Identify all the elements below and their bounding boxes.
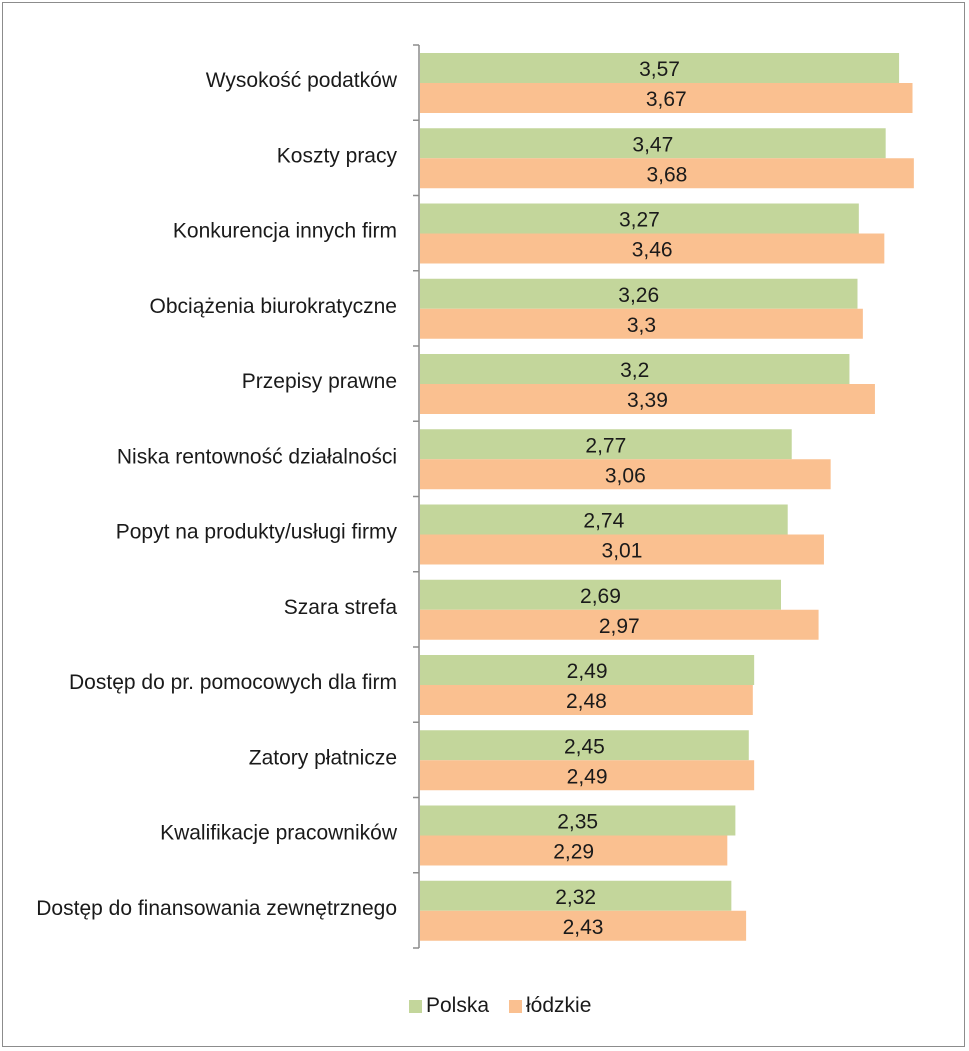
bar-polska (420, 354, 850, 384)
bar-polska (420, 278, 858, 309)
legend: Polska łódzkie (409, 994, 591, 1017)
data-label: 2,49 (567, 660, 608, 683)
data-label: 2,97 (599, 615, 640, 638)
bar-lodzkie (420, 158, 914, 189)
bar-lodzkie (420, 233, 885, 264)
data-label: 3,46 (632, 239, 673, 262)
category-label: Dostęp do pr. pomocowych dla firm (69, 671, 397, 694)
bar-polska (420, 53, 900, 83)
legend-swatch-polska (409, 1000, 422, 1013)
category-label: Konkurencja innych firm (173, 220, 397, 243)
data-label: 2,45 (564, 735, 605, 758)
value-labels: 3,573,673,473,683,273,463,263,33,23,392,… (553, 58, 687, 939)
data-label: 2,48 (566, 690, 607, 713)
category-label: Zatory płatnicze (249, 746, 397, 769)
data-label: 3,01 (602, 540, 643, 563)
category-label: Kwalifikacje pracowników (160, 822, 398, 845)
legend-swatch-lodzkie (509, 1000, 522, 1013)
legend-label-polska: Polska (426, 994, 489, 1017)
legend-label-lodzkie: łódzkie (526, 994, 591, 1017)
bar-lodzkie (420, 685, 753, 715)
data-label: 3,06 (605, 464, 646, 487)
bar-polska (420, 655, 755, 685)
data-label: 3,27 (619, 209, 660, 232)
category-label: Szara strefa (284, 596, 398, 619)
data-label: 2,77 (585, 434, 626, 457)
category-label: Popyt na produkty/usługi firmy (116, 521, 398, 544)
bar-polska (420, 805, 736, 836)
data-label: 3,47 (632, 133, 673, 156)
bar-lodzkie (420, 835, 728, 866)
bars (420, 53, 914, 941)
bar-lodzkie (420, 910, 747, 941)
category-label: Koszty pracy (277, 144, 398, 167)
bar-lodzkie (420, 534, 824, 565)
bar-polska (420, 128, 886, 159)
category-label: Niska rentowność działalności (117, 445, 397, 468)
data-label: 2,74 (583, 510, 624, 533)
bar-polska (420, 880, 732, 911)
bar-polska (420, 203, 859, 234)
bar-lodzkie (420, 308, 863, 339)
bar-lodzkie (420, 459, 831, 490)
data-label: 2,69 (580, 585, 621, 608)
data-label: 3,3 (627, 314, 656, 337)
bar-polska (420, 429, 792, 460)
bar-polska (420, 504, 788, 535)
data-label: 3,68 (646, 163, 687, 186)
data-label: 2,35 (557, 811, 598, 834)
data-label: 2,49 (567, 765, 608, 788)
bar-lodzkie (420, 83, 913, 113)
bar-polska (420, 730, 749, 761)
data-label: 3,26 (618, 284, 659, 307)
category-axis (413, 44, 420, 949)
data-label: 3,67 (646, 88, 687, 111)
category-label: Obciążenia biurokratyczne (150, 295, 397, 318)
bar-chart: 3,573,673,473,683,273,463,263,33,23,392,… (36, 44, 914, 1017)
data-label: 3,2 (620, 359, 649, 382)
bar-lodzkie (420, 384, 875, 414)
category-label: Dostęp do finansowania zewnętrznego (36, 897, 397, 920)
data-label: 2,32 (555, 886, 596, 909)
data-label: 2,29 (553, 841, 594, 864)
category-label: Przepisy prawne (242, 370, 397, 393)
data-label: 2,43 (563, 916, 604, 939)
data-label: 3,39 (627, 389, 668, 412)
bar-polska (420, 579, 781, 610)
category-labels: Wysokość podatków Koszty pracy Konkurencja… (36, 69, 398, 920)
data-label: 3,57 (639, 58, 680, 81)
category-label: Wysokość podatków (206, 69, 398, 92)
bar-lodzkie (420, 760, 755, 791)
bar-lodzkie (420, 609, 819, 640)
